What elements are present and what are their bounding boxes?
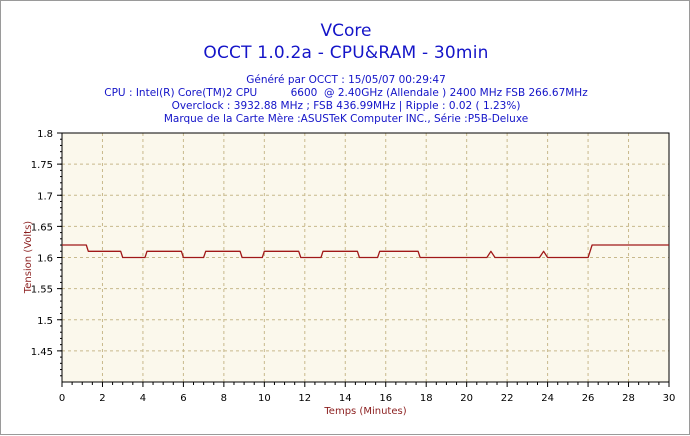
y-tick-label: 1.75 [31,160,53,171]
info-line-motherboard: Marque de la Carte Mère :ASUSTeK Compute… [163,113,529,125]
y-tick-label: 1.7 [37,191,53,202]
info-line-cpu: CPU : Intel(R) Core(TM)2 CPU 6600 @ 2.40… [104,87,588,99]
info-line-overclock: Overclock : 3932.88 MHz ; FSB 436.99MHz … [171,100,521,112]
plot-border [61,132,670,383]
x-tick-label: 12 [298,393,311,404]
x-tick-label: 0 [59,393,65,404]
x-tick-label: 10 [258,393,271,404]
x-tick-label: 20 [460,393,473,404]
y-tick-label: 1.8 [37,129,53,140]
x-tick-label: 26 [582,393,595,404]
chart-title: VCore [320,21,372,41]
x-tick-label: 22 [501,393,514,404]
x-tick-label: 24 [541,393,554,404]
x-axis-label: Temps (Minutes) [323,406,406,417]
y-tick-label: 1.55 [31,285,53,296]
x-tick-label: 14 [339,393,352,404]
y-axis-label: Tension (Volts) [23,221,34,295]
y-tick-label: 1.6 [37,254,53,265]
x-tick-label: 8 [221,393,227,404]
x-tick-label: 4 [140,393,146,404]
x-tick-label: 16 [379,393,392,404]
x-tick-label: 30 [663,393,676,404]
chart-subtitle: OCCT 1.0.2a - CPU&RAM - 30min [203,43,489,63]
x-tick-label: 28 [622,393,635,404]
y-tick-label: 1.65 [31,222,53,233]
y-tick-label: 1.45 [31,347,53,358]
x-tick-label: 6 [180,393,186,404]
x-tick-label: 2 [99,393,105,404]
series-line-vcore [62,244,669,259]
x-tick-label: 18 [420,393,433,404]
y-tick-label: 1.5 [37,316,53,327]
info-line-date: Généré par OCCT : 15/05/07 00:29:47 [246,74,446,86]
